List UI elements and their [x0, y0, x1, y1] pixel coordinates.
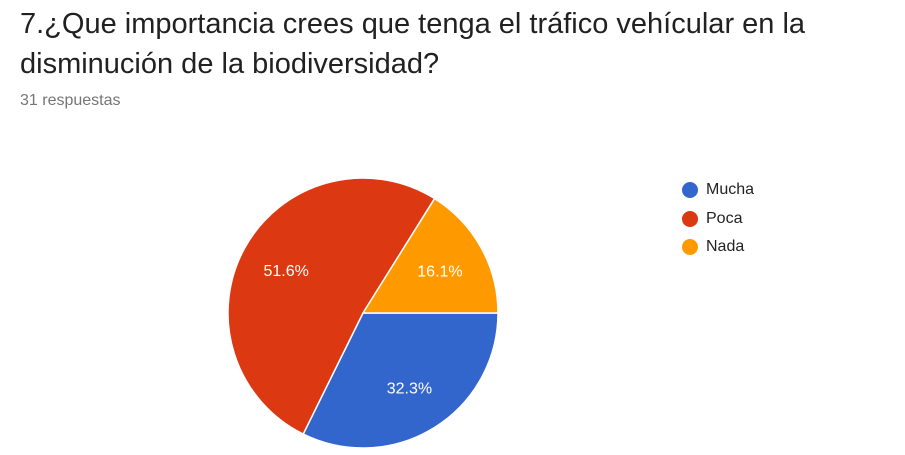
pie-slice-poca[interactable]: [227, 177, 436, 436]
legend-label-nada: Nada: [706, 238, 745, 256]
legend-item-mucha[interactable]: Mucha: [682, 176, 754, 205]
pie-slice-nada[interactable]: [361, 197, 499, 314]
question-title: 7.¿Que importancia crees que tenga el tr…: [20, 8, 806, 80]
pie-label-nada: 16.1%: [417, 263, 462, 280]
chart-legend: Mucha Poca Nada: [682, 176, 754, 262]
pie-slices: [227, 177, 499, 449]
pie-label-poca: 51.6%: [263, 263, 308, 280]
pie-label-mucha: 32.3%: [387, 381, 432, 398]
legend-label-poca: Poca: [706, 209, 743, 227]
legend-item-poca[interactable]: Poca: [682, 205, 754, 234]
legend-label-mucha: Mucha: [706, 181, 755, 199]
response-count: 31 respuestas: [20, 92, 121, 109]
pie-labels: 32.3% 51.6% 16.1%: [263, 263, 462, 398]
legend-swatch-poca: [682, 210, 698, 227]
legend-swatch-mucha: [682, 182, 698, 199]
pie-slice-mucha[interactable]: [302, 312, 499, 449]
legend-swatch-nada: [682, 239, 698, 256]
legend-item-nada[interactable]: Nada: [682, 233, 754, 262]
